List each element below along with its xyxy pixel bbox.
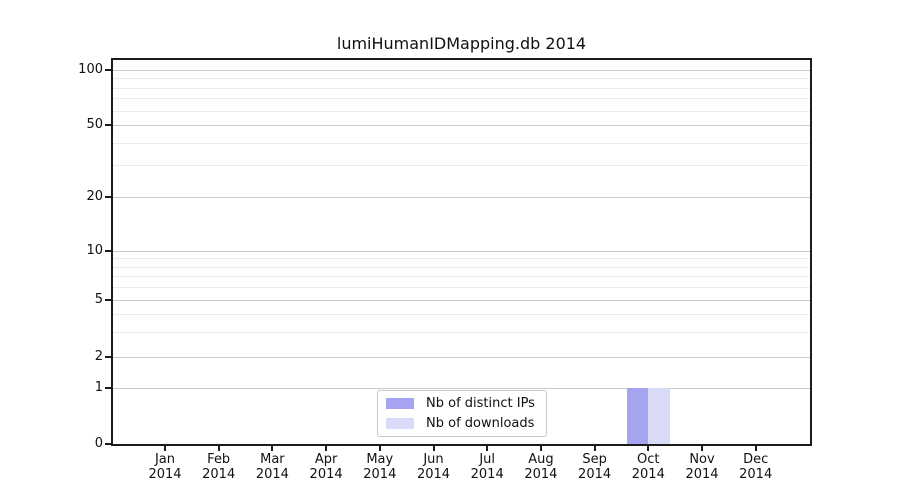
legend: Nb of distinct IPs Nb of downloads [377,390,547,437]
x-tick-label: Sep 2014 [578,452,612,482]
y-gridline [113,300,810,301]
y-gridline-minor [113,331,810,333]
x-tick-label: Jun 2014 [416,452,451,482]
y-tick-mark [105,124,112,126]
legend-item-distinct-ips: Nb of distinct IPs [386,396,538,411]
legend-label-downloads: Nb of downloads [426,416,535,431]
y-gridline [113,197,810,198]
y-gridline-minor [113,276,810,278]
y-tick-label: 10 [86,243,103,258]
x-tick-label: Jul 2014 [470,452,504,482]
y-gridline [113,357,810,358]
y-gridline-minor [113,258,810,260]
x-tick-mark [432,445,435,451]
x-tick-label: Apr 2014 [309,452,343,482]
y-gridline-minor [113,313,810,315]
legend-swatch-distinct-ips [386,398,414,409]
y-gridline-minor [113,165,810,167]
y-gridline [113,388,810,389]
x-tick-mark [754,445,757,451]
x-tick-label: Nov 2014 [685,452,719,482]
x-tick-mark [217,445,220,451]
x-tick-mark [271,445,274,451]
x-tick-mark [701,445,703,451]
y-gridline [113,251,810,252]
x-tick-label: Jan 2014 [148,452,182,482]
y-gridline-minor [113,142,810,144]
x-tick-label: Oct 2014 [631,452,665,482]
bar-nb-of-distinct-ips [626,388,649,444]
x-tick-mark [539,445,542,451]
y-tick-label: 100 [78,62,103,77]
y-gridline-minor [113,87,810,89]
y-gridline-minor [113,98,810,100]
y-tick-mark [105,356,112,358]
x-tick-mark [164,445,166,451]
x-tick-label: Dec 2014 [739,452,773,482]
legend-item-downloads: Nb of downloads [386,416,538,431]
y-tick-mark [105,443,112,445]
x-tick-mark [486,445,489,451]
y-gridline-minor [113,78,810,80]
x-tick-label: Mar 2014 [255,452,289,482]
y-gridline-minor [113,266,810,268]
y-tick-mark [105,196,112,198]
y-tick-mark [105,69,112,71]
y-gridline-minor [113,110,810,112]
y-tick-label: 5 [94,292,103,307]
plot-area: Nb of distinct IPs Nb of downloads [111,58,812,446]
chart-title: lumiHumanIDMapping.db 2014 [336,34,587,53]
y-tick-label: 20 [86,189,103,204]
legend-swatch-downloads [386,418,414,429]
y-tick-mark [105,299,112,301]
y-gridline-minor [113,287,810,289]
y-tick-label: 1 [94,380,103,395]
bar-nb-of-downloads [648,388,670,444]
y-tick-label: 50 [86,117,103,132]
legend-label-distinct-ips: Nb of distinct IPs [426,396,535,411]
x-tick-label: Aug 2014 [524,452,558,482]
x-tick-mark [378,445,381,451]
x-tick-mark [325,445,328,451]
y-tick-label: 2 [94,349,103,364]
x-tick-label: May 2014 [363,452,397,482]
y-tick-mark [105,250,112,252]
x-tick-mark [593,445,596,451]
y-tick-mark [105,387,112,389]
y-gridline [113,125,810,126]
x-tick-mark [647,445,650,451]
y-gridline [113,70,810,71]
y-tick-label: 0 [94,436,103,451]
x-tick-label: Feb 2014 [202,452,236,482]
